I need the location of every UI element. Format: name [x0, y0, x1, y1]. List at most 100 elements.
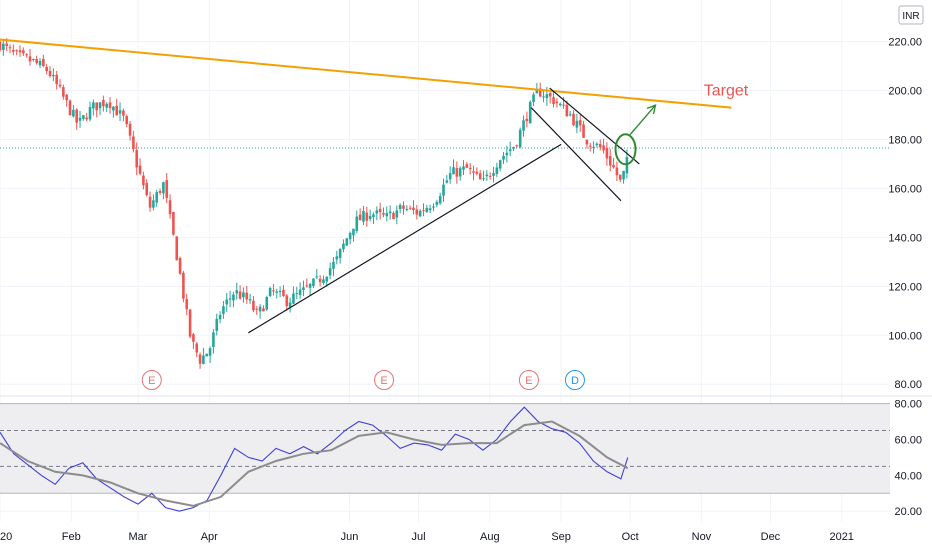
- candle-body: [68, 100, 72, 116]
- candle-body: [175, 236, 179, 261]
- candle-body: [498, 160, 502, 169]
- candle-body: [605, 148, 609, 159]
- candle-body: [595, 143, 599, 146]
- candle-body: [468, 167, 472, 170]
- event-marker-circle: [564, 370, 585, 390]
- candle-body: [455, 168, 459, 177]
- candle-body: [65, 94, 68, 101]
- candle-body: [82, 115, 85, 119]
- support-trendline: [248, 143, 562, 334]
- time-tick-label: Jun: [341, 531, 359, 543]
- price-tick-label: 180.00: [888, 134, 922, 146]
- candle-body: [235, 290, 239, 294]
- candle-body: [615, 167, 619, 176]
- time-tick-label: Aug: [480, 531, 500, 543]
- candle-body: [495, 167, 499, 174]
- event-marker-label: D: [571, 375, 579, 387]
- rsi-axis[interactable]: 80.00 60.00 40.00 20.00: [894, 399, 922, 519]
- candle-body: [55, 74, 58, 85]
- candle-body: [415, 209, 419, 215]
- event-marker-dividend[interactable]: D: [564, 370, 585, 390]
- candle-body: [305, 285, 309, 287]
- price-axis[interactable]: 220.00 200.00 180.00 160.00 140.00 120.00 100.…: [888, 37, 922, 392]
- time-tick-label: 20: [0, 531, 12, 543]
- candle-body: [502, 155, 505, 160]
- candle-body: [112, 106, 115, 111]
- candle-body: [505, 152, 509, 156]
- event-marker-earnings[interactable]: E: [374, 370, 395, 390]
- candle-body: [512, 147, 515, 149]
- event-marker-earnings[interactable]: E: [518, 370, 539, 390]
- candle-body: [58, 84, 62, 87]
- candle-body: [568, 114, 572, 116]
- candle-body: [135, 150, 139, 168]
- candle-body: [488, 175, 492, 177]
- candle-body: [508, 149, 512, 152]
- candle-body: [355, 216, 359, 231]
- candle-body: [328, 268, 332, 276]
- event-marker-label: E: [380, 375, 387, 387]
- candle-body: [368, 216, 372, 219]
- candles: [0, 38, 629, 369]
- candle-body: [375, 210, 379, 214]
- candle-body: [125, 116, 129, 125]
- candle-body: [458, 168, 462, 177]
- candle-body: [582, 124, 585, 138]
- candle-body: [332, 261, 335, 269]
- time-tick-label: 2021: [829, 531, 853, 543]
- candle-body: [398, 204, 402, 209]
- rsi-tick-label: 40.00: [894, 470, 922, 482]
- candle-body: [278, 290, 282, 292]
- event-marker-earnings[interactable]: E: [141, 370, 162, 390]
- candle-body: [312, 278, 315, 287]
- candle-body: [442, 184, 445, 196]
- candle-body: [318, 278, 322, 283]
- rsi-tick-label: 60.00: [894, 434, 922, 446]
- candle-body: [242, 292, 245, 298]
- candle-body: [218, 314, 222, 320]
- candle-body: [425, 207, 429, 212]
- candle-body: [435, 201, 439, 205]
- time-tick-label: Sep: [551, 531, 571, 543]
- candle-body: [272, 290, 275, 292]
- candle-body: [108, 102, 112, 109]
- rsi-ma-line: [0, 420, 629, 507]
- candle-body: [238, 291, 242, 299]
- candle-body: [565, 104, 569, 117]
- candle-body: [492, 172, 495, 176]
- candle-body: [365, 212, 369, 221]
- candle-body: [348, 233, 352, 240]
- candle-body: [2, 43, 5, 50]
- candle-body: [402, 205, 405, 209]
- candle-body: [208, 348, 212, 356]
- candle-body: [195, 343, 199, 353]
- time-tick-label: Nov: [692, 531, 712, 543]
- candle-body: [345, 238, 349, 246]
- candle-body: [302, 287, 305, 290]
- candle-body: [475, 171, 479, 174]
- currency-badge[interactable]: INR: [898, 5, 924, 25]
- candle-body: [522, 120, 525, 131]
- candle-body: [598, 144, 602, 148]
- candle-body: [182, 272, 185, 299]
- candle-body: [418, 210, 422, 217]
- candle-body: [245, 292, 249, 300]
- candle-body: [202, 355, 205, 364]
- candle-body: [535, 89, 539, 94]
- candle-body: [298, 289, 302, 295]
- candle-body: [118, 110, 122, 114]
- time-axis[interactable]: 20 Feb Mar Apr Jun Jul Aug Sep Oct Nov Dec 2021: [0, 531, 854, 543]
- candle-body: [382, 213, 385, 215]
- candle-body: [465, 164, 469, 168]
- candle-body: [268, 287, 272, 297]
- candle-body: [115, 105, 119, 116]
- candle-body: [602, 145, 605, 151]
- candle-body: [538, 88, 542, 97]
- candle-body: [228, 298, 232, 300]
- candle-body: [265, 297, 269, 310]
- rsi-bands: [0, 403, 890, 494]
- candle-body: [282, 289, 285, 297]
- candle-body: [8, 47, 12, 49]
